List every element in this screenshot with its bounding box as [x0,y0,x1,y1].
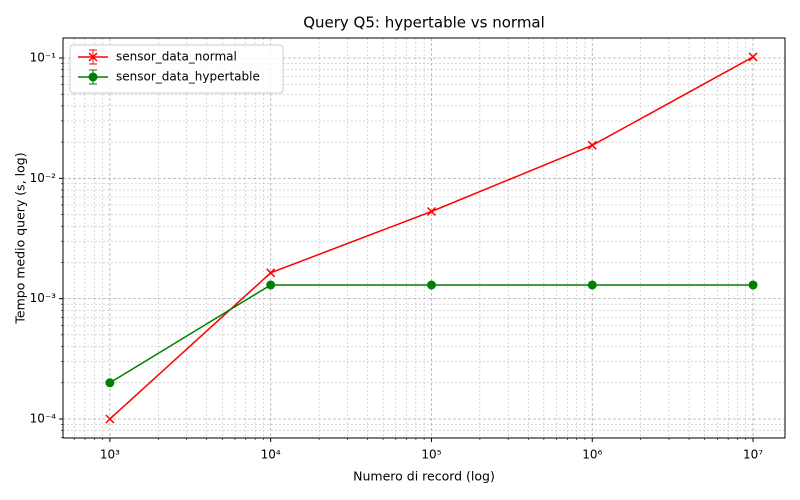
x-axis-label: Numero di record (log) [353,469,495,484]
chart-title: Query Q5: hypertable vs normal [303,14,545,32]
y-axis-label: Tempo medio query (s, log) [13,152,28,324]
y-tick-label: 10⁻⁴ [30,411,57,425]
point [426,280,436,290]
x-tick-label: 10⁶ [582,448,602,462]
point [105,378,115,388]
legend-marker [88,72,98,82]
point [105,414,115,424]
y-tick-label: 10⁻¹ [30,50,57,64]
point [266,268,276,278]
point [748,52,758,62]
point [266,280,276,290]
legend-label: sensor_data_normal [116,50,237,64]
plot-frame [62,37,786,439]
point [748,280,758,290]
point [426,206,437,217]
point [587,140,597,150]
y-tick-label: 10⁻³ [30,291,57,305]
y-tick-label: 10⁻² [30,171,57,185]
legend-box [69,44,284,94]
legend-label: sensor_data_hypertable [116,70,260,84]
point [587,280,597,290]
x-tick-label: 10³ [100,448,120,462]
x-tick-label: 10⁷ [743,448,763,462]
legend: sensor_data_normal sensor_data_hypertable [69,44,284,94]
x-tick-label: 10⁴ [261,448,281,462]
legend-marker [88,52,98,62]
x-tick-label: 10⁵ [421,448,441,462]
